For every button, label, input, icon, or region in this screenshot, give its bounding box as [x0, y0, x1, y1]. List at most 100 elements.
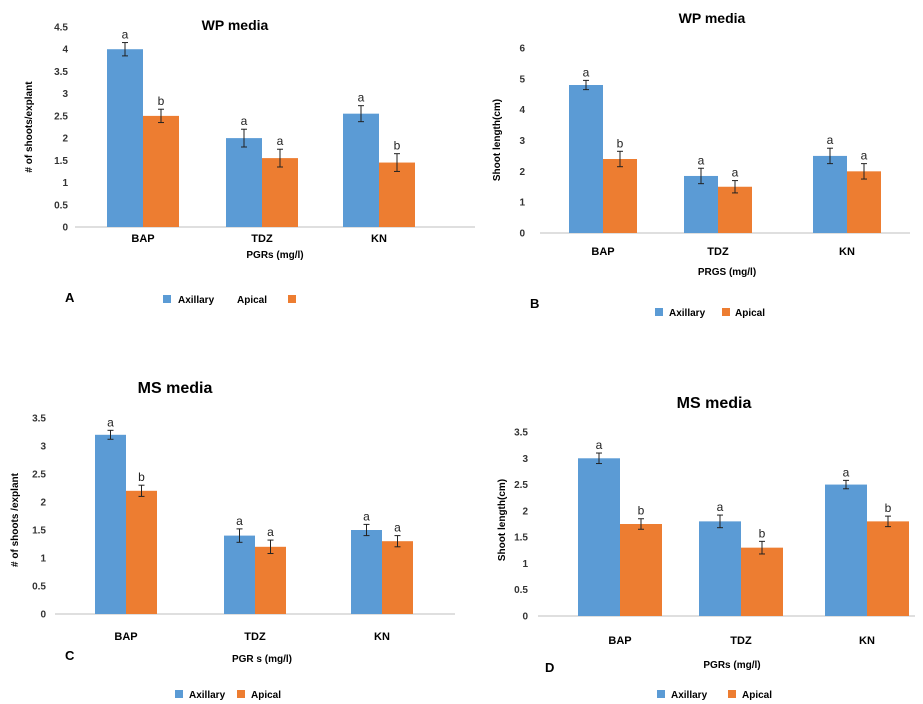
legend-label-axillary: Axillary: [671, 690, 708, 701]
legend-label-apical: Apical: [251, 690, 281, 701]
significance-letter: a: [698, 153, 705, 167]
x-axis-title: PGRs (mg/l): [246, 250, 303, 261]
x-category-label: KN: [371, 233, 387, 245]
y-tick-label: 1: [519, 198, 525, 209]
bar-axillary-bap: [107, 49, 143, 227]
y-tick-label: 2.5: [32, 470, 46, 481]
significance-letter: a: [394, 521, 401, 535]
chart-title: MS media: [138, 380, 213, 397]
bar-axillary-tdz: [684, 175, 718, 233]
y-tick-label: 2.5: [514, 480, 528, 491]
bar-apical-tdz: [255, 546, 286, 614]
significance-letter: b: [617, 136, 624, 150]
bar-apical-bap: [603, 159, 637, 233]
legend-swatch-apical: [722, 308, 730, 316]
panel-letter: B: [530, 296, 539, 311]
bar-axillary-kn: [813, 155, 847, 233]
y-tick-label: 3: [40, 442, 46, 453]
y-tick-label: 2: [522, 506, 528, 517]
y-tick-label: 1: [40, 554, 46, 565]
significance-letter: a: [732, 166, 739, 180]
panel-letter: D: [545, 660, 554, 675]
x-category-label: BAP: [591, 246, 614, 258]
significance-letter: b: [138, 470, 145, 484]
bar-apical-bap: [143, 115, 179, 227]
x-category-label: TDZ: [251, 233, 273, 245]
legend-label-axillary: Axillary: [178, 295, 215, 306]
legend-swatch-axillary: [175, 690, 183, 698]
legend-label-apical: Apical: [237, 295, 267, 306]
y-tick-label: 3.5: [54, 67, 68, 78]
bar-apical-bap: [620, 524, 662, 616]
y-tick-label: 0.5: [514, 585, 528, 596]
bar-apical-bap: [126, 490, 157, 614]
legend-swatch-apical: [237, 690, 245, 698]
y-tick-label: 0: [522, 612, 528, 623]
chart-panel-c: MS media 0 0.5 1 1.5 2 2.5 3 3.5 a b BAP a a TDZ a a KN PG…: [10, 380, 455, 701]
chart-title: WP media: [679, 10, 746, 26]
y-tick-label: 1.5: [54, 156, 68, 167]
chart-panel-d: MS media 0 0.5 1 1.5 2 2.5 3 3.5 a b BAP a b TDZ a b KN PG…: [497, 395, 915, 701]
chart-panel-a: WP media 0 0.5 1 1.5 2 2.5 3 3.5 4 4.5 a b BAP a a TDZ a b…: [24, 17, 475, 306]
legend-swatch-axillary: [655, 308, 663, 316]
x-category-label: BAP: [131, 233, 154, 245]
x-category-label: TDZ: [707, 246, 729, 258]
y-tick-label: 2: [519, 167, 525, 178]
significance-letter: b: [394, 139, 401, 153]
legend-label-axillary: Axillary: [189, 690, 226, 701]
y-tick-label: 2: [40, 498, 46, 509]
significance-letter: a: [122, 28, 129, 42]
y-tick-label: 4: [62, 45, 68, 56]
bar-axillary-bap: [578, 458, 620, 616]
x-category-label: KN: [374, 631, 390, 643]
bar-apical-kn: [382, 541, 413, 614]
bar-apical-kn: [847, 171, 881, 233]
significance-letter: b: [158, 94, 165, 108]
y-tick-label: 0: [62, 223, 68, 234]
significance-letter: b: [638, 504, 645, 518]
y-tick-label: 2: [62, 134, 68, 145]
bar-apical-tdz: [741, 547, 783, 616]
y-axis-title: # of shoots /explant: [10, 472, 21, 567]
significance-letter: a: [583, 65, 590, 79]
significance-letter: b: [759, 526, 766, 540]
bar-axillary-tdz: [224, 535, 255, 614]
y-tick-label: 0: [519, 229, 525, 240]
x-category-label: BAP: [114, 631, 137, 643]
x-category-label: KN: [859, 635, 875, 647]
bar-axillary-kn: [351, 530, 382, 614]
x-axis-title: PGRs (mg/l): [703, 660, 760, 671]
legend-swatch-axillary: [163, 295, 171, 303]
legend-label-apical: Apical: [742, 690, 772, 701]
y-tick-label: 3: [62, 89, 68, 100]
y-tick-label: 3.5: [32, 414, 46, 425]
x-category-label: KN: [839, 246, 855, 258]
y-tick-label: 5: [519, 74, 525, 85]
y-tick-label: 1.5: [32, 526, 46, 537]
bar-axillary-tdz: [226, 138, 262, 227]
bar-axillary-bap: [95, 434, 126, 614]
y-tick-label: 0: [40, 610, 46, 621]
bar-apical-kn: [867, 521, 909, 616]
chart-panel-b: WP media 0 1 2 3 4 5 6 a b BAP a a TDZ a a KN PRGS (mg/l)…: [492, 10, 910, 319]
significance-letter: a: [241, 114, 248, 128]
significance-letter: a: [267, 525, 274, 539]
significance-letter: a: [596, 438, 603, 452]
x-category-label: TDZ: [730, 635, 752, 647]
x-category-label: TDZ: [244, 631, 266, 643]
bar-axillary-tdz: [699, 521, 741, 616]
significance-letter: a: [277, 134, 284, 148]
y-tick-label: 3.5: [514, 428, 528, 439]
chart-title: MS media: [677, 395, 752, 412]
significance-letter: a: [236, 514, 243, 528]
y-axis-title: # of shoots/explant: [24, 81, 35, 173]
x-category-label: BAP: [608, 635, 631, 647]
chart-title: WP media: [202, 17, 269, 33]
y-tick-label: 4: [519, 105, 525, 116]
significance-letter: a: [843, 465, 850, 479]
significance-letter: a: [827, 133, 834, 147]
y-tick-label: 2.5: [54, 111, 68, 122]
bar-apical-tdz: [262, 158, 298, 227]
bar-apical-kn: [379, 162, 415, 227]
y-tick-label: 3: [519, 136, 525, 147]
